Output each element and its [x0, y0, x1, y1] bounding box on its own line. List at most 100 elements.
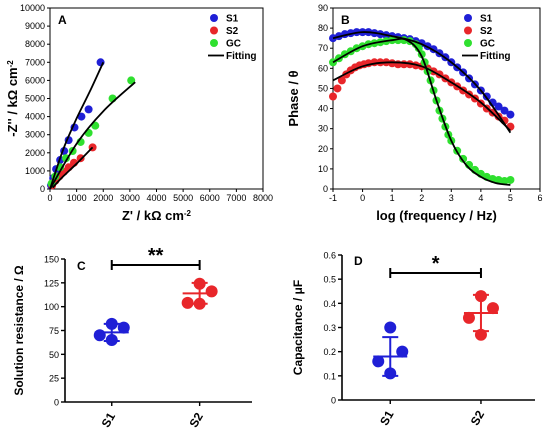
y-tick-label: 30 [318, 124, 328, 134]
y-tick-label: 6000 [25, 75, 45, 85]
x-tick-label: 7000 [226, 193, 246, 203]
y-tick-label: 0 [54, 398, 59, 408]
y-tick-label: 8000 [25, 39, 45, 49]
panel-label: A [58, 13, 67, 27]
y-tick-label: 25 [49, 374, 59, 384]
y-tick-label: 0.1 [323, 371, 336, 381]
legend-marker-gc [464, 39, 472, 47]
legend-marker-s2 [210, 26, 218, 35]
x-axis-label-exponent: -2 [184, 209, 192, 218]
data-point-s1 [372, 355, 385, 368]
data-point-s1 [93, 329, 106, 342]
panel-a-impedance-plot: 0 1000 2000 3000 4000 5000 6000 7000 8000 0 1000 20… [5, 3, 273, 223]
x-tick-label: 4000 [146, 193, 166, 203]
y-tick-label: 150 [44, 255, 59, 265]
data-point-s1 [105, 317, 118, 330]
legend-label: Fitting [226, 51, 257, 62]
y-tick-label: 75 [49, 326, 59, 336]
x-tick-label: 0 [47, 193, 52, 203]
x-tick-label: -1 [329, 193, 337, 203]
data-point-s1 [77, 112, 86, 121]
fit-line-s1 [49, 61, 105, 190]
data-point-s2 [205, 285, 218, 298]
fit-line-s2 [332, 61, 512, 132]
legend-label: S2 [480, 26, 493, 37]
legend-label: S1 [480, 14, 493, 25]
y-tick-label: 0.4 [323, 299, 336, 309]
y-tick-label: 50 [49, 350, 59, 360]
data-point-s2 [333, 84, 342, 93]
legend-marker-s1 [210, 14, 218, 22]
y-tick-label: 9000 [25, 21, 45, 31]
x-tick-label: 8000 [253, 193, 273, 203]
data-point-s2 [181, 296, 194, 309]
data-point-gc [500, 176, 509, 185]
data-point-gc [414, 44, 423, 53]
x-tick-label: 1 [390, 193, 395, 203]
data-point-s1 [396, 345, 409, 358]
fit-line-gc [332, 37, 511, 186]
y-tick-label: 1000 [25, 166, 45, 176]
y-tick-label: 40 [318, 104, 328, 114]
data-point-s1 [494, 102, 503, 111]
y-axis-label: Phase / θ [286, 70, 301, 126]
y-tick-label: 0.2 [323, 347, 336, 357]
y-axis-label: Capacitance / μF [291, 280, 305, 375]
category-label: S2 [468, 408, 488, 428]
y-tick-label: 125 [44, 278, 59, 288]
data-point-s1 [117, 321, 130, 334]
panel-d-capacitance-plot: 0 0.1 0.2 0.3 0.4 0.5 0.6 S1 S2 * D Capacitance / μ… [291, 251, 535, 428]
data-point-gc [127, 76, 136, 85]
fit-line-s1 [332, 31, 512, 134]
y-tick-label: 3000 [25, 130, 45, 140]
y-tick-label: 90 [318, 3, 328, 13]
data-point-s1 [84, 105, 93, 114]
legend-marker-gc [210, 39, 218, 47]
y-tick-label: 10000 [20, 3, 45, 13]
x-tick-label: 2000 [93, 193, 113, 203]
y-tick-label: 70 [318, 43, 328, 53]
x-tick-label: 3000 [120, 193, 140, 203]
y-axis-label: -Z'' / kΩ cm-2 [5, 60, 20, 137]
y-tick-label: 0 [40, 184, 45, 194]
legend-label: GC [480, 39, 495, 50]
data-point-s2 [486, 302, 499, 315]
x-tick-label: 3 [449, 193, 454, 203]
y-tick-label: 0 [331, 396, 336, 406]
y-tick-label: 0.5 [323, 275, 336, 285]
data-point-s1 [506, 110, 515, 119]
fit-line-gc [49, 81, 136, 190]
data-point-s1 [96, 58, 105, 67]
category-label: S1 [377, 408, 397, 428]
data-point-gc [494, 175, 503, 184]
data-point-s2 [462, 311, 475, 324]
y-tick-label: 20 [318, 144, 328, 154]
x-tick-label: 5000 [173, 193, 193, 203]
y-tick-label: 0.6 [323, 251, 336, 261]
panel-c-resistance-plot: 0 25 50 75 100 125 150 S1 S2 ** C Solution resistan… [12, 245, 252, 430]
y-tick-label: 7000 [25, 57, 45, 67]
data-point-s2 [193, 297, 206, 310]
y-axis-label-exponent: -2 [6, 60, 15, 68]
data-point-s1 [105, 334, 118, 347]
data-point-s1 [384, 321, 397, 334]
y-tick-label: 0 [323, 184, 328, 194]
y-tick-label: 100 [44, 302, 59, 312]
data-point-s2 [193, 277, 206, 290]
y-tick-label: 2000 [25, 148, 45, 158]
x-axis-label: Z' / kΩ cm-2 [122, 208, 192, 223]
fit-line-s2 [52, 146, 94, 189]
x-tick-label: 5 [508, 193, 513, 203]
data-point-s2 [474, 328, 487, 341]
legend-label: S2 [226, 26, 239, 37]
data-point-s2 [329, 92, 337, 101]
category-label: S1 [99, 410, 119, 430]
data-point-s1 [384, 367, 397, 380]
data-point-gc [91, 121, 100, 130]
legend-marker-s1 [464, 14, 472, 22]
data-point-s2 [388, 59, 397, 68]
legend-label: Fitting [480, 51, 511, 62]
x-axis-label: log (frequency / Hz) [376, 208, 497, 223]
